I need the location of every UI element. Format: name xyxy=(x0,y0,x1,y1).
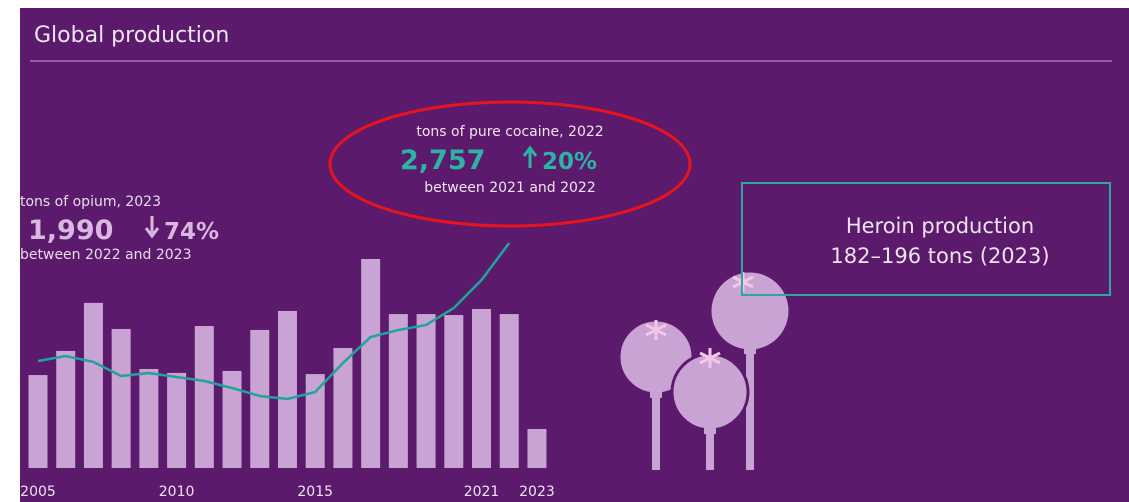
x-tick-label: 2021 xyxy=(464,484,500,500)
opium-label: tons of opium, 2023 xyxy=(20,194,161,210)
cocaine-label: tons of pure cocaine, 2022 xyxy=(416,124,603,140)
highlight-ellipse xyxy=(328,100,692,228)
cocaine-change: 20% xyxy=(542,149,597,175)
bar xyxy=(139,368,159,468)
bar xyxy=(527,428,547,468)
opium-change: 74% xyxy=(164,219,219,245)
x-tick-label: 2005 xyxy=(20,484,56,500)
opium-value: 1,990 xyxy=(28,215,113,246)
bar xyxy=(56,350,76,468)
bar xyxy=(250,329,270,468)
bar xyxy=(333,348,353,468)
bar xyxy=(499,314,519,468)
x-tick-label: 2010 xyxy=(159,484,195,500)
bar xyxy=(28,375,48,468)
bar xyxy=(444,315,464,468)
heroin-box xyxy=(741,182,1111,296)
heroin-title: Heroin production xyxy=(846,214,1034,238)
heroin-range: 182–196 tons (2023) xyxy=(830,244,1049,268)
bar xyxy=(277,310,297,468)
bar xyxy=(111,328,131,468)
up-arrow xyxy=(522,145,538,168)
bar xyxy=(388,314,408,468)
bar xyxy=(222,370,242,468)
title: Global production xyxy=(34,23,229,48)
down-arrow xyxy=(144,216,160,239)
bar xyxy=(305,374,325,468)
bar xyxy=(194,326,214,468)
poppy-illustration xyxy=(617,269,792,470)
bar xyxy=(83,302,103,468)
line xyxy=(37,242,511,401)
bar xyxy=(167,372,187,468)
bar xyxy=(472,308,492,468)
cocaine-value: 2,757 xyxy=(400,145,485,176)
opium-period: between 2022 and 2023 xyxy=(20,247,192,263)
bar xyxy=(361,258,381,468)
x-tick-label: 2015 xyxy=(297,484,333,500)
bar xyxy=(416,314,436,468)
x-tick-label: 2023 xyxy=(519,484,555,500)
cocaine-period: between 2021 and 2022 xyxy=(424,180,596,196)
